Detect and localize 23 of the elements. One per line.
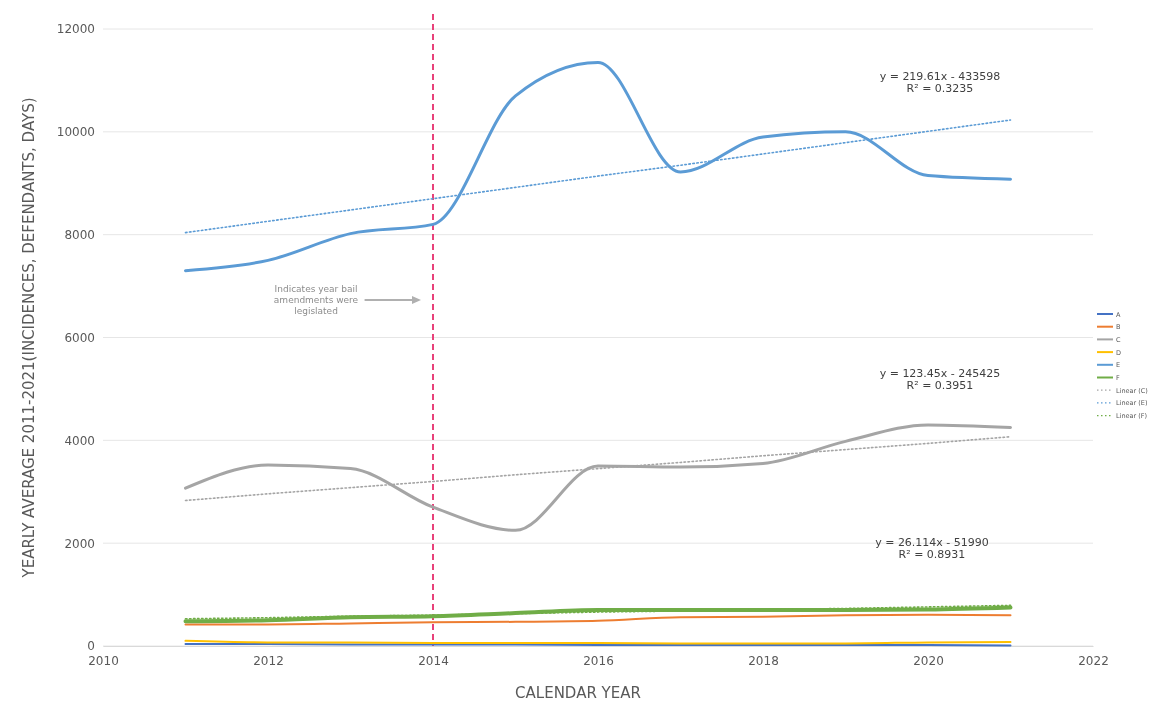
y-axis-title: YEARLY AVERAGE 2011-2021(INCIDENCES, DEFENDANTS, DAYS) — [20, 97, 38, 579]
line-series — [184, 613, 1012, 626]
y-tick-label: 6000 — [64, 330, 95, 345]
annotation: y = 219.61x - 433598 R² = 0.3235 — [879, 70, 1001, 95]
y-tick-label: 4000 — [64, 433, 95, 448]
x-axis-title: CALENDAR YEAR — [515, 684, 641, 702]
y-tick-label: 8000 — [64, 228, 95, 243]
x-tick-label: 2010 — [88, 653, 119, 668]
x-tick-label: 2020 — [913, 653, 944, 668]
annotation: y = 26.114x - 51990 R² = 0.8931 — [875, 536, 989, 561]
annotation: Indicates year bail amendments were legislated — [273, 284, 359, 316]
line-series — [184, 423, 1012, 532]
y-tick-label: 2000 — [64, 536, 95, 551]
x-tick-label: 2012 — [253, 653, 284, 668]
y-tick-label: 12000 — [56, 22, 95, 37]
y-tick-label: 10000 — [56, 125, 95, 140]
x-tick-label: 2014 — [418, 653, 449, 668]
x-tick-label: 2016 — [583, 653, 614, 668]
x-tick-label: 2018 — [748, 653, 779, 668]
y-tick-label: 0 — [87, 639, 95, 654]
annotation: y = 123.45x - 245425 R² = 0.3951 — [879, 367, 1001, 392]
line-series — [184, 60, 1012, 273]
x-tick-label: 2022 — [1078, 653, 1109, 668]
